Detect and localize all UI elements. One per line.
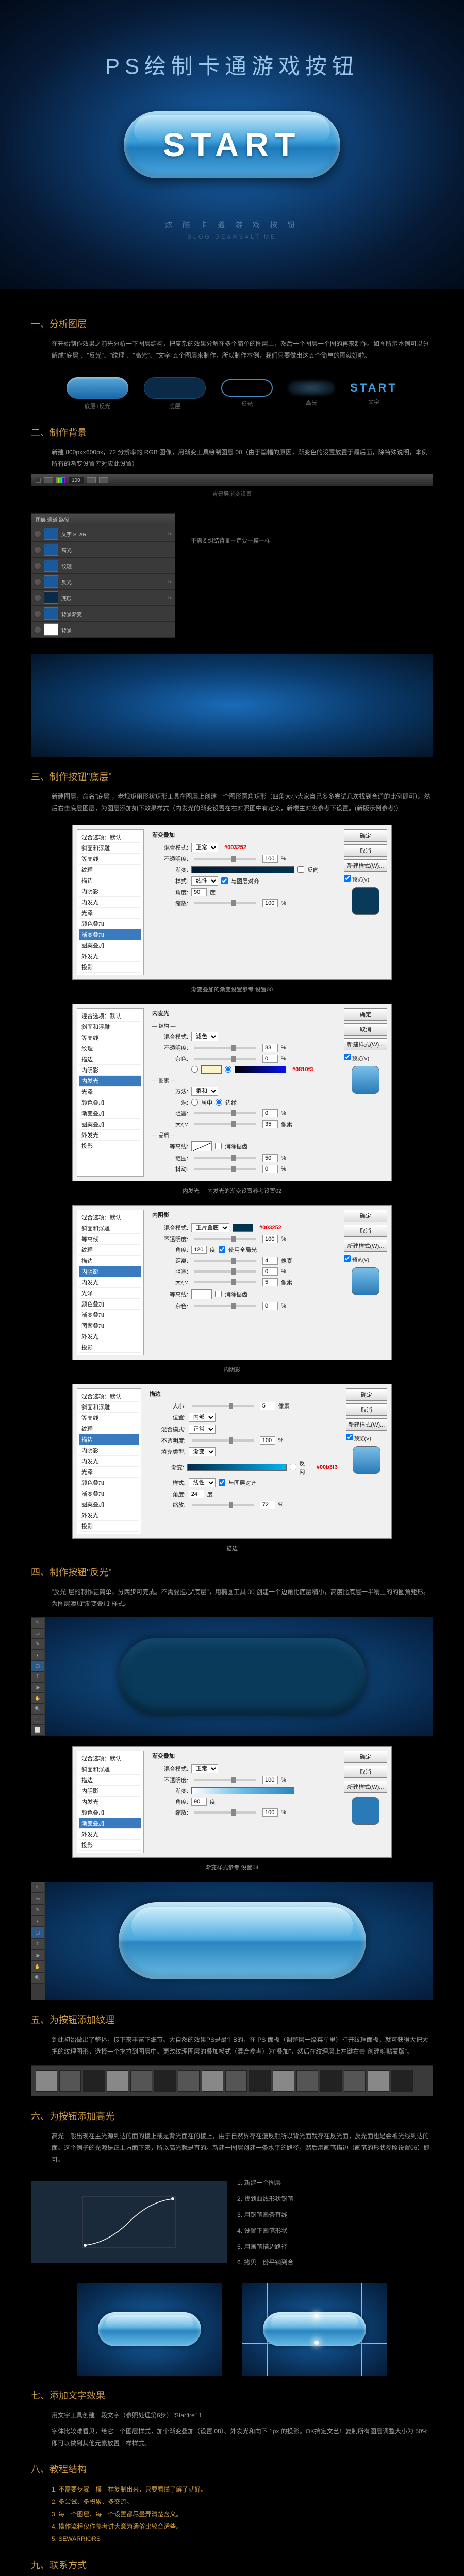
section-2-title: 二、制作背景 — [31, 426, 433, 439]
preview-thumbnail — [352, 887, 379, 915]
section-1-title: 一、分析图层 — [31, 317, 433, 330]
start-button-label: START — [163, 126, 302, 164]
new-style-button[interactable]: 新建样式(W)... — [344, 859, 387, 872]
ps-options-bar: 100 — [31, 474, 433, 486]
canvas-reflect-layer: ↖▭✎◐▢T◉✋🔍 — [31, 1882, 433, 2000]
button-reflect-render — [119, 1902, 366, 1979]
opacity-slider[interactable] — [194, 858, 256, 860]
mini-button-base — [144, 377, 206, 399]
mini-button-reflect — [221, 379, 273, 397]
layer-row[interactable]: 文字 STARTfx — [31, 526, 175, 542]
button-with-highlight — [263, 2312, 366, 2346]
style-list: 混合选项：默认斜面和浮雕等高线纹理描边内阴影内发光光泽颜色叠加渐变叠加图案叠加外… — [77, 829, 144, 975]
layer-row[interactable]: 反光fx — [31, 574, 175, 590]
layer-style-dialog-reflect: 混合选项：默认斜面和浮雕描边内阴影内发光颜色叠加渐变叠加外发光投影 渐变叠加 混… — [72, 1746, 392, 1858]
mini-button-full — [67, 377, 128, 399]
hero-subtitle2: BLOG.DEARSALT.ME — [187, 234, 276, 240]
section-3-title: 三、制作按钮"底层" — [31, 770, 433, 783]
bg-caption: 背景层渐变设置 — [31, 489, 433, 498]
section-4-title: 四、制作按钮"反光" — [31, 1565, 433, 1579]
page-title: PS绘制卡通游戏按钮 — [105, 49, 359, 80]
ok-button[interactable]: 确定 — [344, 829, 387, 842]
texture-thumb[interactable] — [36, 2070, 57, 2092]
hero-subtitle: 炫 酷 卡 通 游 戏 按 钮 — [165, 219, 299, 230]
layers-panel: 图层 通道 路径 文字 STARTfx 高光 纹理 反光fx 底层fx 背景渐变… — [31, 513, 175, 638]
list-item: 1. 不需要步骤一模一样复制出来，只要看懂了解了就好。 — [31, 2483, 433, 2496]
section-9-title: 九、联系方式 — [31, 2558, 433, 2571]
layer-row[interactable]: 背景渐变 — [31, 606, 175, 622]
layer-row[interactable]: 高光 — [31, 542, 175, 558]
section-6-text: 高光一般出现在主光源到达的面的棱上或是背光面在的棱上，由于自然界存在漫反射所以背… — [31, 2130, 433, 2165]
gradient-bar[interactable] — [191, 866, 294, 873]
section-5-text: 到此初始做出了整体，接下来丰富下细节。大自然的效果PS是最牛B的，在 PS 面板… — [31, 2034, 433, 2058]
section-6-title: 六、为按钮添加高光 — [31, 2109, 433, 2123]
section-4-text: "反光"层的制作更简单，分两步可完成。不需要担心"底层"，用椭圆工具 00 创建… — [31, 1586, 433, 1610]
button-base-render — [119, 1638, 366, 1715]
layer-style-dialog-innershadow: 混合选项：默认斜面和浮雕等高线纹理描边内阴影内发光光泽颜色叠加渐变叠加图案叠加外… — [72, 1205, 392, 1360]
section-2-text: 新建 800px×600px，72 分辨率的 RGB 图像，用渐变工具绘制图层 … — [31, 447, 433, 470]
layer-style-dialog-innerglow: 混合选项：默认斜面和浮雕等高线纹理描边内阴影内发光光泽颜色叠加渐变叠加图案叠加外… — [72, 1004, 392, 1181]
layer-row[interactable]: 纹理 — [31, 558, 175, 574]
layer-row[interactable]: 底层fx — [31, 590, 175, 606]
section-3-text: 新建图层，命名"底层"，老规矩用形状矩形工具在图层上创建一个图形圆角矩形（四角大… — [31, 791, 433, 815]
texture-panel — [31, 2065, 433, 2096]
canvas-base-layer: ↖▭✎◐▢T◉✋🔍⬛⬜ — [31, 1617, 433, 1736]
mini-button-highlight — [288, 380, 335, 396]
layer-row[interactable]: 背景 — [31, 622, 175, 638]
layer-style-dialog-stroke: 混合选项：默认斜面和浮雕等高线纹理描边内阴影内发光光泽颜色叠加渐变叠加图案叠加外… — [72, 1384, 392, 1539]
layer-style-dialog-gradient: 混合选项：默认斜面和浮雕等高线纹理描边内阴影内发光光泽颜色叠加渐变叠加图案叠加外… — [72, 825, 392, 980]
hero-banner: PS绘制卡通游戏按钮 START 炫 酷 卡 通 游 戏 按 钮 BLOG.DE… — [0, 0, 464, 289]
mini-button-text: START — [350, 381, 397, 395]
section-1-text: 在开始制作效果之前先分析一下图层结构，把复杂的效果分解在多个简单的图层上，然后一… — [31, 338, 433, 362]
tool-shape[interactable]: ▢ — [31, 1660, 44, 1671]
layer-decomposition: 底层+反光 底层 反光 高光 START文字 — [31, 377, 433, 410]
ps-toolbar: ↖▭✎◐▢T◉✋🔍⬛⬜ — [31, 1617, 45, 1736]
button-no-highlight — [98, 2312, 201, 2346]
cancel-button[interactable]: 取消 — [344, 844, 387, 857]
brush-curve-panel — [31, 2181, 227, 2263]
blend-select[interactable]: 正常 — [191, 843, 218, 852]
tool-move[interactable]: ↖ — [31, 1617, 44, 1628]
highlight-comparison — [31, 2283, 433, 2376]
background-demo — [31, 654, 433, 757]
section-7-title: 七、添加文字效果 — [31, 2388, 433, 2402]
section-5-title: 五、为按钮添加纹理 — [31, 2013, 433, 2026]
side-note: 不需要纠结背景一定要一模一样 — [191, 536, 270, 545]
start-button-hero: START — [124, 111, 340, 178]
section-8-title: 八、教程结构 — [31, 2462, 433, 2476]
